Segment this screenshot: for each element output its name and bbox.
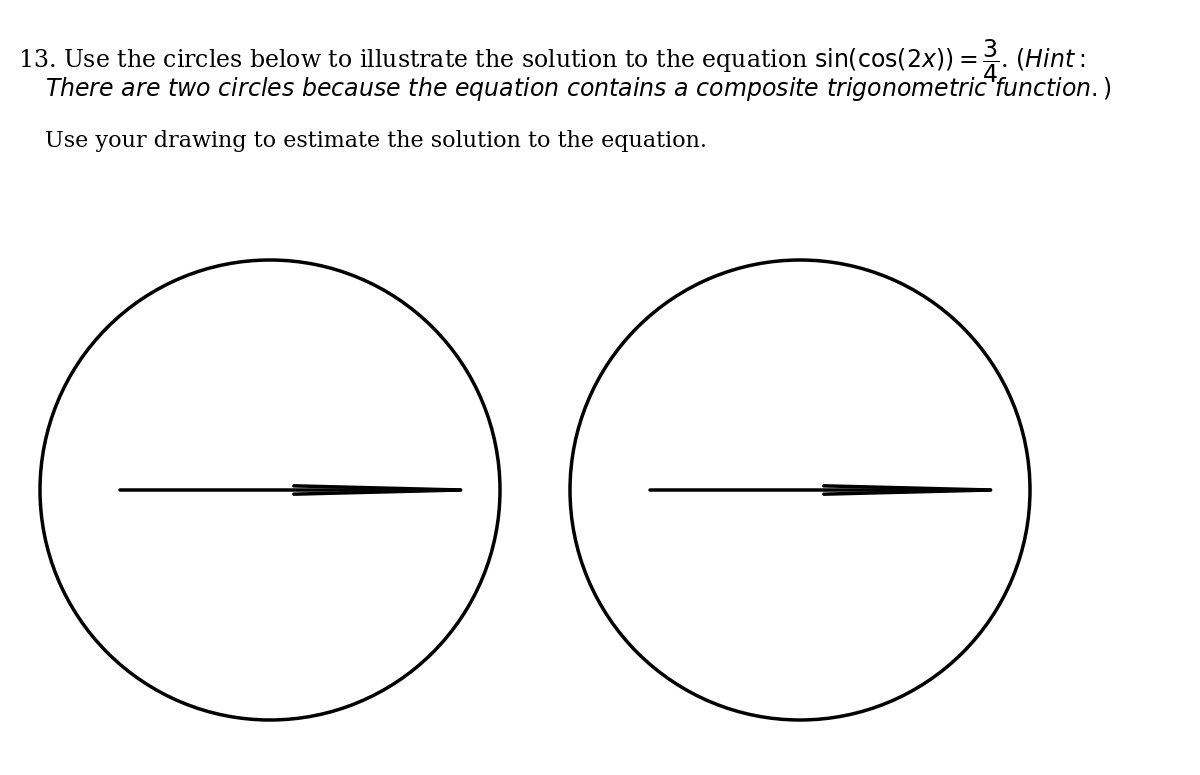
Text: $\mathit{There\ are\ two\ circles\ because\ the\ equation\ contains\ a\ composit: $\mathit{There\ are\ two\ circles\ becau… [46, 75, 1112, 103]
Text: Use your drawing to estimate the solution to the equation.: Use your drawing to estimate the solutio… [46, 130, 707, 152]
Text: 13. Use the circles below to illustrate the solution to the equation $\sin(\cos(: 13. Use the circles below to illustrate … [18, 38, 1085, 85]
